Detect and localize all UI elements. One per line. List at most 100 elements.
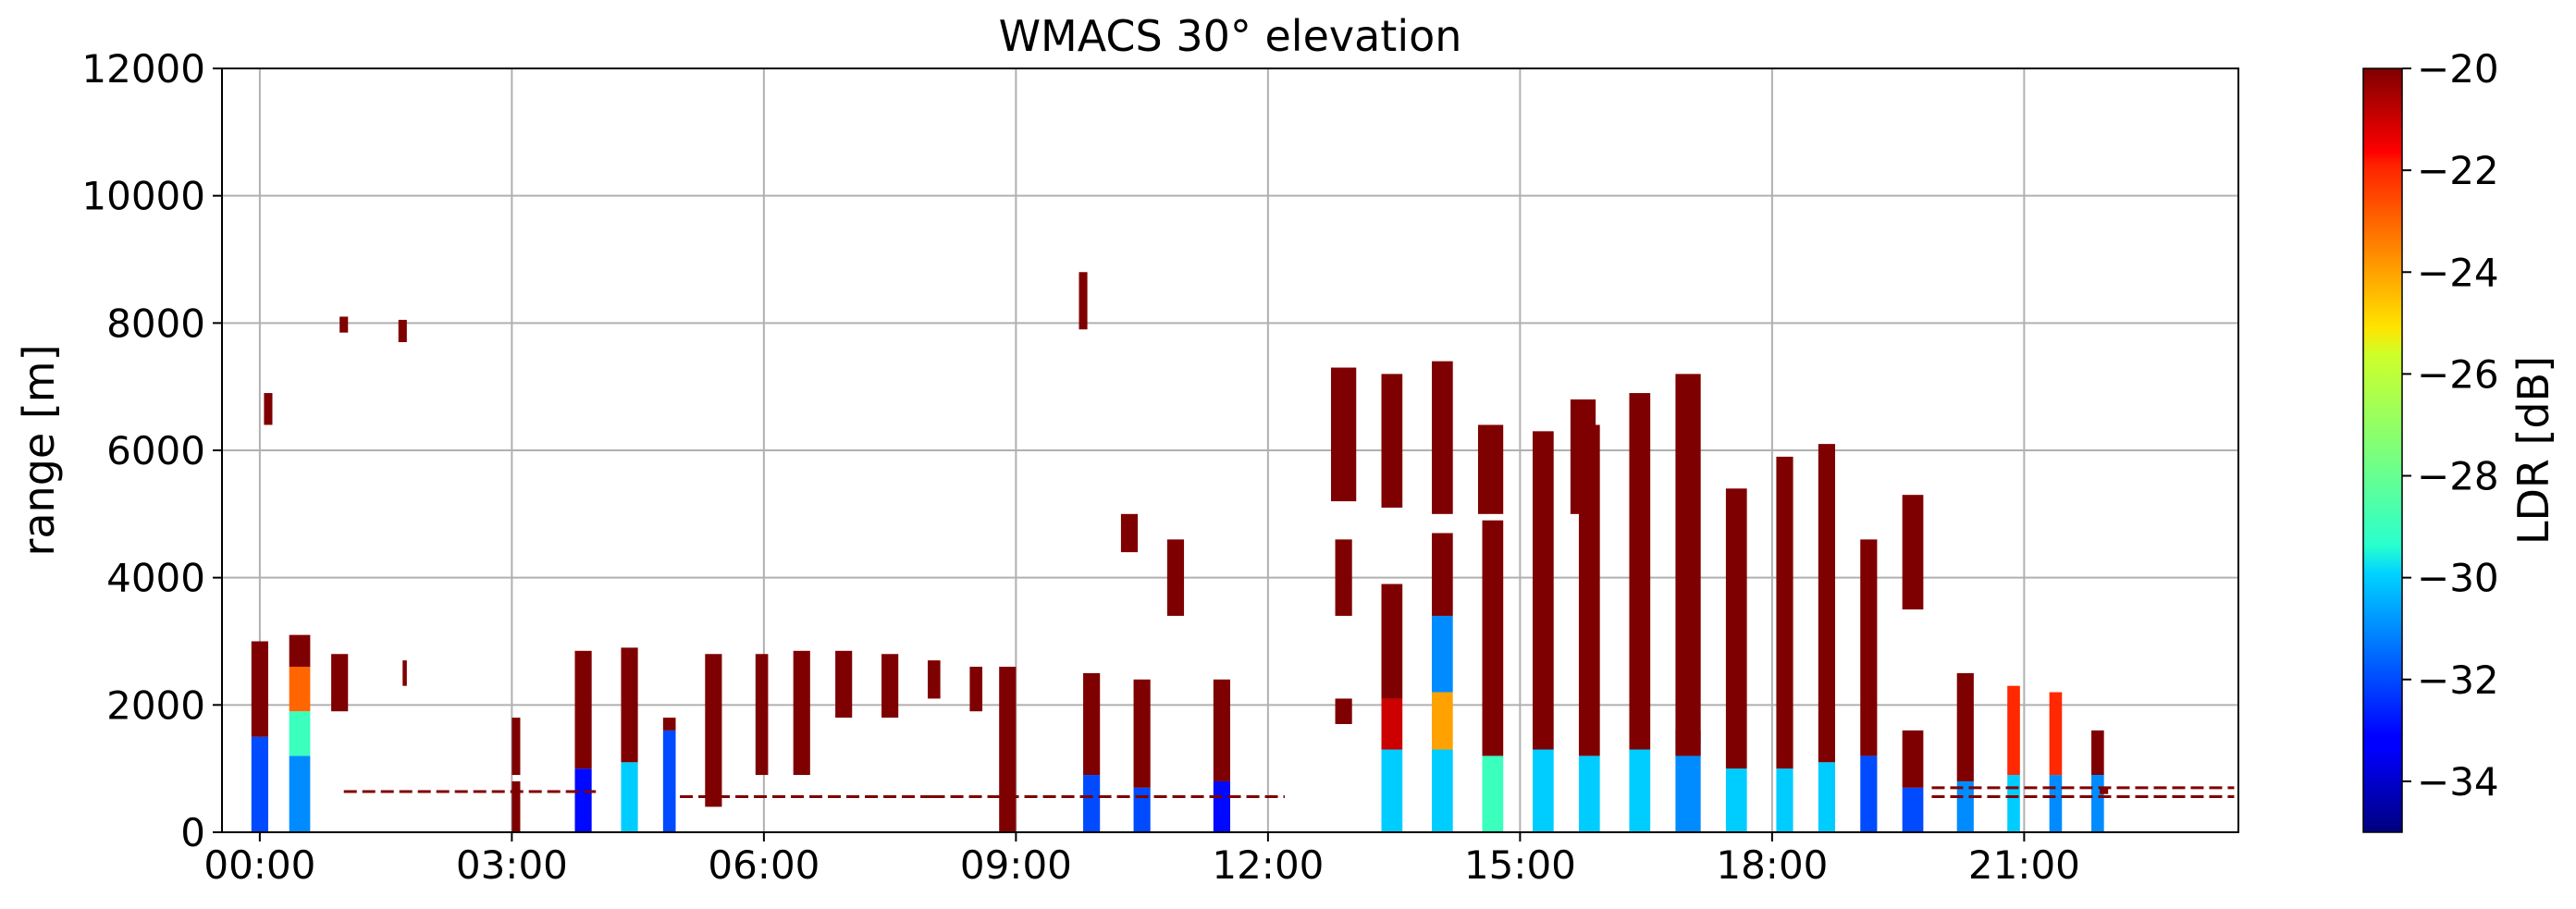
profile-segment	[1083, 775, 1101, 832]
colorbar-tick-label: −32	[2417, 657, 2499, 703]
profile	[1776, 456, 1793, 832]
profile-segment	[2091, 775, 2104, 832]
profile-segment	[1902, 730, 1924, 788]
colorbar-tick-label: −26	[2417, 351, 2499, 397]
profile	[1956, 672, 1974, 832]
x-tick-label: 06:00	[708, 842, 820, 888]
profile-segment	[251, 736, 268, 832]
profile	[331, 654, 349, 712]
profile	[1533, 431, 1554, 832]
profile	[1860, 539, 1878, 832]
echo-patch	[1120, 513, 1139, 553]
profile-segment	[1725, 768, 1747, 832]
chart-title: WMACS 30° elevation	[999, 11, 1462, 61]
y-tick-label: 8000	[106, 301, 205, 346]
y-tick-label: 4000	[106, 556, 205, 601]
profile-segment	[574, 768, 592, 832]
profile	[574, 650, 592, 832]
profile	[881, 654, 899, 719]
data-layer	[251, 272, 2235, 832]
profile-segment	[705, 654, 722, 807]
profile-segment	[1381, 583, 1403, 699]
profile-segment	[1578, 755, 1600, 832]
profile	[662, 718, 676, 832]
profile-segment	[1533, 749, 1554, 832]
echo-patch	[2100, 787, 2109, 794]
profile	[1482, 520, 1504, 832]
profile-segment	[1902, 495, 1924, 610]
profile-segment	[969, 667, 983, 712]
profile	[999, 667, 1017, 832]
profile	[289, 634, 311, 832]
profile	[402, 660, 407, 686]
profile-segment	[1860, 755, 1878, 832]
echo-patch	[398, 319, 407, 342]
profile	[2007, 685, 2020, 832]
profile-segment	[1432, 749, 1453, 832]
profile-segment	[928, 660, 941, 699]
profile	[1133, 679, 1151, 832]
profile-segment	[1629, 393, 1651, 750]
profile	[251, 641, 268, 832]
echo-patch	[1078, 272, 1088, 330]
colorbar-label: LDR [dB]	[2508, 356, 2558, 545]
profile-segment	[1133, 679, 1151, 788]
profile-segment	[1432, 692, 1453, 750]
colorbar	[2362, 68, 2403, 833]
profile-segment	[1381, 374, 1403, 508]
profile-segment	[1725, 488, 1747, 769]
profile	[969, 667, 983, 712]
colorbar-tick-label: −24	[2417, 250, 2499, 295]
x-tick-label: 09:00	[960, 842, 1072, 888]
profile	[2091, 730, 2104, 832]
profile-segment	[331, 654, 349, 712]
profile-segment	[2049, 692, 2063, 776]
profile	[1432, 361, 1453, 832]
profile-segment	[1381, 698, 1403, 750]
profile	[1725, 488, 1747, 832]
echo-patch	[264, 393, 273, 425]
profile-segment	[2007, 775, 2020, 832]
x-tick-label: 15:00	[1464, 842, 1576, 888]
profile-segment	[755, 654, 769, 776]
x-tick-label: 21:00	[1968, 842, 2080, 888]
profile-segment	[1860, 539, 1878, 756]
profile-segment	[881, 654, 899, 719]
x-tick-label: 00:00	[203, 842, 315, 888]
x-axis: 00:00 03:00 06:00 09:00 12:00 15:00 18:00 21:00	[203, 832, 2080, 888]
profile-segment	[1818, 762, 1835, 832]
colorbar-tick-label: −20	[2417, 46, 2499, 92]
profile-segment	[1432, 533, 1453, 616]
profile-segment	[1956, 672, 1974, 781]
x-tick-label: 03:00	[456, 842, 568, 888]
profile-segment	[289, 755, 311, 832]
profile-segment	[793, 650, 810, 776]
profile	[1213, 679, 1230, 832]
echo-patch	[1477, 424, 1504, 514]
y-axis-label: range [m]	[14, 344, 64, 556]
profile	[705, 654, 722, 807]
profile	[1335, 539, 1352, 724]
profile-segment	[999, 667, 1017, 832]
profile-segment	[512, 718, 521, 776]
profile-segment	[1083, 672, 1101, 776]
profile-segment	[1432, 361, 1453, 514]
profile-segment	[1133, 787, 1151, 832]
profile	[621, 647, 638, 832]
profile-segment	[1482, 520, 1504, 756]
profile-segment	[289, 667, 311, 712]
echo-patch	[1570, 399, 1596, 514]
x-tick-label: 18:00	[1716, 842, 1828, 888]
profile	[928, 660, 941, 699]
profile-segment	[289, 634, 311, 668]
profile	[1629, 393, 1651, 832]
profile	[835, 650, 853, 719]
echo-patch	[1166, 539, 1185, 616]
profile-segment	[402, 660, 407, 686]
colorbar-tick-label: −22	[2417, 148, 2499, 193]
profile-segment	[662, 730, 676, 832]
profile-segment	[1902, 787, 1924, 832]
colorbar-tick-label: −34	[2417, 759, 2499, 805]
profile-segment	[1675, 374, 1701, 743]
